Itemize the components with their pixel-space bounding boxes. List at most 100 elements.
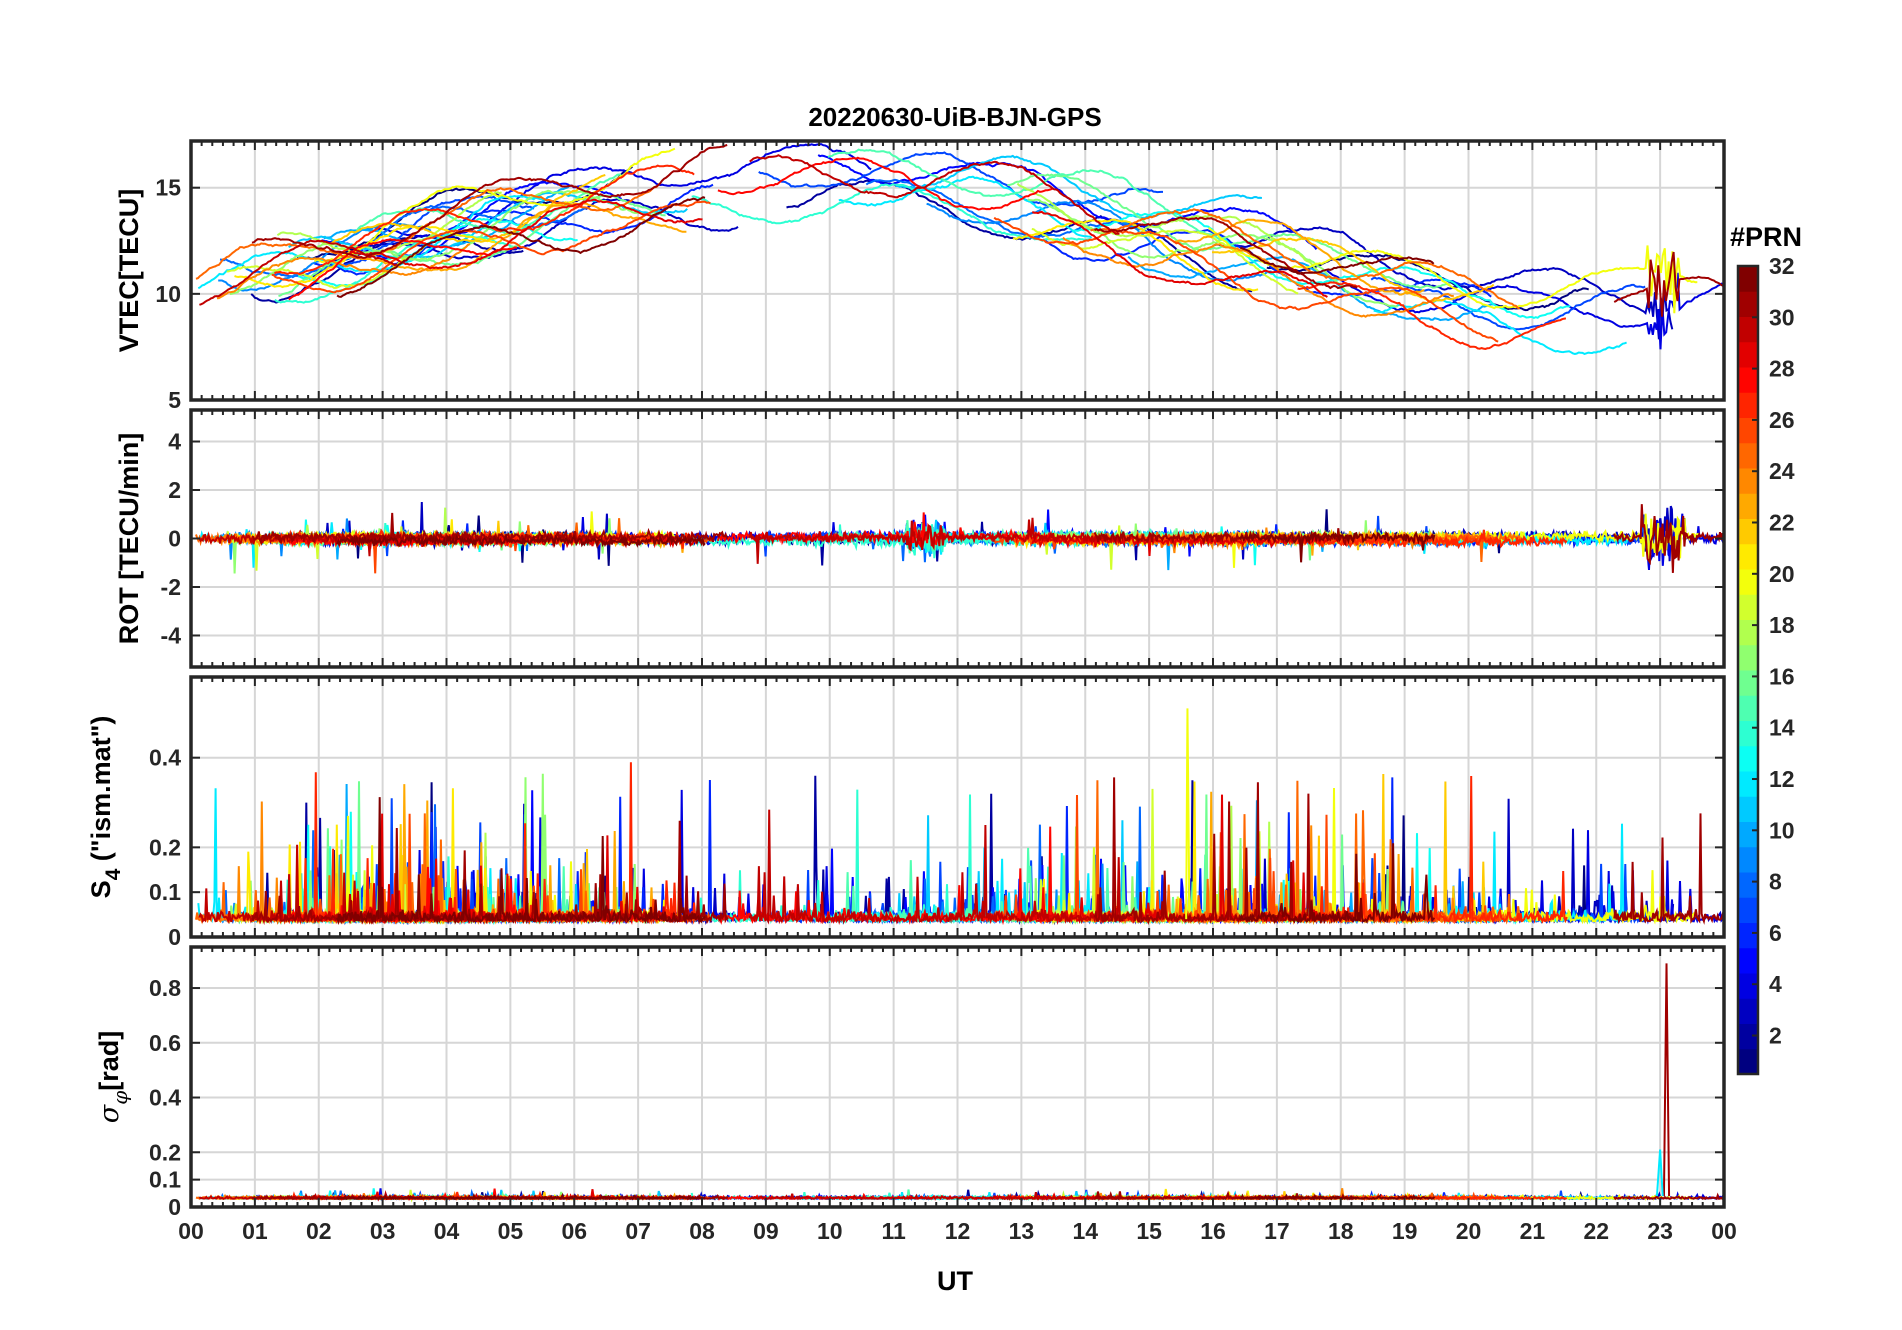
prn-arc-30	[748, 809, 1121, 926]
colorbar-swatch	[1738, 695, 1758, 721]
colorbar-swatch	[1738, 392, 1758, 418]
colorbar-swatch	[1738, 543, 1758, 570]
prn-arc-30	[199, 239, 398, 306]
sigphi-peak	[1655, 1149, 1664, 1197]
prn-arc-29	[1031, 210, 1328, 298]
colorbar-tick-label: 8	[1769, 869, 1782, 895]
y-tick-label: 0	[168, 924, 181, 950]
prn-arc-27	[1297, 281, 1567, 351]
x-tick-label: 00	[1711, 1218, 1737, 1244]
prn-arc-32	[336, 797, 706, 925]
y-tick-label: 0.1	[149, 879, 181, 905]
prn-arc-31	[1613, 251, 1724, 317]
prn-arc-2	[786, 179, 1253, 293]
colorbar-swatch	[1738, 367, 1758, 393]
series-s4	[195, 708, 1724, 926]
y-tick-label: 10	[155, 281, 181, 307]
colorbar-swatch	[1738, 796, 1758, 822]
prn-arc-1	[296, 165, 633, 260]
prn-arc-29	[349, 198, 703, 270]
colorbar-swatch	[1738, 973, 1758, 999]
x-tick-label: 17	[1264, 1218, 1290, 1244]
prn-arc-32	[1239, 843, 1436, 925]
colorbar-swatch	[1738, 493, 1758, 519]
colorbar-tick-label: 32	[1769, 253, 1795, 279]
y-axis-label: σφ[rad]	[94, 1031, 132, 1123]
prn-arc-15	[827, 148, 1224, 242]
prn-arc-32	[336, 196, 706, 298]
y-tick-label: 5	[168, 387, 181, 413]
x-tick-label: 22	[1583, 1218, 1609, 1244]
colorbar-swatch	[1738, 1048, 1758, 1075]
x-tick-label: 11	[881, 1218, 906, 1244]
colorbar-tick-label: 24	[1769, 458, 1795, 484]
prn-arc-32	[1240, 1193, 1436, 1201]
x-tick-label: 23	[1647, 1218, 1673, 1244]
y-axis-label: S4 ("ism.mat")	[86, 716, 125, 899]
colorbar-tick-label: 28	[1769, 356, 1795, 382]
colorbar-swatch	[1738, 316, 1758, 343]
colorbar-tick-label: 30	[1769, 304, 1795, 330]
prn-arc-31	[251, 512, 729, 547]
prn-arc-30	[748, 517, 1121, 564]
prn-arc-27	[273, 164, 695, 276]
prn-arc-32	[1239, 246, 1435, 275]
y-tick-label: 4	[168, 429, 181, 455]
prn-arc-32	[336, 533, 706, 549]
x-axis-label: UT	[937, 1266, 973, 1296]
colorbar-swatch	[1738, 468, 1758, 494]
prn-arc-32	[1239, 530, 1436, 563]
prn-arc-3	[1213, 226, 1674, 340]
colorbar-swatch	[1738, 442, 1758, 469]
panel-vtec: 5 10 15 VTEC[TECU]	[114, 139, 1726, 413]
colorbar-swatch	[1738, 846, 1758, 873]
x-tick-label: 21	[1520, 1218, 1546, 1244]
y-tick-label: 0.8	[149, 975, 181, 1001]
x-tick-label: 02	[306, 1218, 332, 1244]
x-tick-label: 20	[1456, 1218, 1482, 1244]
colorbar-label: #PRN	[1730, 222, 1802, 252]
panel-sigphi: 00.10.2 0.4 0.6 0.8 σφ[rad] 00 01 02 03 04 05 06 07 0…	[94, 945, 1737, 1244]
prn-arc-4	[374, 143, 872, 240]
prn-arc-21	[234, 225, 496, 289]
colorbar-tick-label: 12	[1769, 766, 1795, 792]
y-tick-label: 0.2	[149, 834, 181, 860]
prn-arc-32	[336, 1192, 706, 1201]
prn-arc-24	[1062, 236, 1454, 318]
prn-arc-21	[1012, 218, 1259, 292]
x-tick-label: 16	[1200, 1218, 1226, 1244]
prn-arc-12	[197, 194, 550, 290]
x-tick-label: 06	[561, 1218, 587, 1244]
chart-title: 20220630-UiB-BJN-GPS	[808, 102, 1101, 132]
y-tick-label: 0.4	[149, 745, 181, 771]
panel-s4: 0 0.1 0.2 0.4 S4 ("ism.mat")	[86, 675, 1726, 950]
y-axis-label: ROT [TECU/min]	[114, 433, 144, 644]
colorbar-swatch	[1738, 771, 1758, 797]
x-tick-label: 12	[945, 1218, 971, 1244]
colorbar-tick-label: 18	[1769, 612, 1795, 638]
colorbar-tick-label: 2	[1769, 1023, 1782, 1049]
colorbar-swatch	[1738, 417, 1758, 444]
y-tick-label: -4	[161, 622, 182, 648]
prn-arc-28	[717, 156, 1054, 211]
colorbar-tick-label: 14	[1769, 715, 1795, 741]
colorbar-swatch	[1738, 644, 1758, 671]
series-sigphi	[195, 963, 1724, 1203]
prn-arc-13	[1071, 211, 1571, 319]
y-tick-label: 15	[155, 175, 181, 201]
prn-arc-1	[1266, 253, 1590, 312]
colorbar-swatch	[1738, 569, 1758, 595]
y-tick-label: 2	[168, 477, 181, 503]
x-tick-label: 01	[242, 1218, 268, 1244]
x-tick-label: 19	[1392, 1218, 1418, 1244]
x-tick-label: 05	[498, 1218, 524, 1244]
prn-arc-31	[1094, 216, 1358, 290]
x-tick-label: 09	[753, 1218, 779, 1244]
series-rot	[195, 501, 1724, 574]
prn-arc-29	[1031, 532, 1329, 556]
prn-arc-10	[1127, 255, 1495, 322]
series-vtec	[195, 143, 1724, 356]
